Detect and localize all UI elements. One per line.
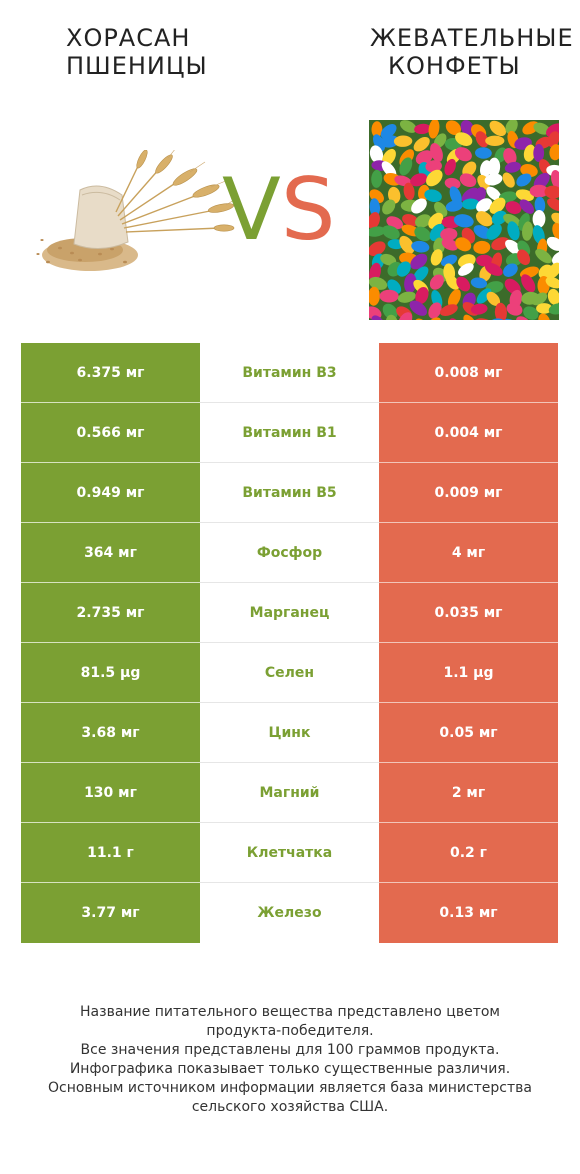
footnote-line-3: Все значения представлены для 100 граммо… xyxy=(80,1042,500,1058)
table-row: 6.375 мг Витамин B3 0.008 мг xyxy=(21,343,558,403)
footnote-line-4: Инфографика показывает только существенн… xyxy=(69,1061,511,1077)
left-value: 3.68 мг xyxy=(21,703,200,763)
table-row: 0.566 мг Витамин B1 0.004 мг xyxy=(21,403,558,463)
footnote-line-1: Название питательного вещества представл… xyxy=(80,1004,500,1020)
right-value: 0.008 мг xyxy=(379,343,558,403)
left-value: 11.1 г xyxy=(21,823,200,883)
footnote-line-2: продукта-победителя. xyxy=(206,1023,374,1039)
table-row: 11.1 г Клетчатка 0.2 г xyxy=(21,823,558,883)
table-row: 3.77 мг Железо 0.13 мг xyxy=(21,883,558,943)
table-row: 364 мг Фосфор 4 мг xyxy=(21,523,558,583)
vs-v: V xyxy=(222,160,281,260)
right-value: 0.004 мг xyxy=(379,403,558,463)
left-value: 130 мг xyxy=(21,763,200,823)
nutrient-name: Фосфор xyxy=(200,523,379,583)
vs-label: VS xyxy=(222,160,358,260)
left-title-line-1: ХОРАСАН xyxy=(66,24,191,52)
nutrient-name: Селен xyxy=(200,643,379,703)
right-product-title: ЖЕВАТЕЛЬНЫЕ КОНФЕТЫ xyxy=(370,24,580,80)
right-title-line-1: ЖЕВАТЕЛЬНЫЕ xyxy=(370,24,574,52)
table-row: 3.68 мг Цинк 0.05 мг xyxy=(21,703,558,763)
right-title-line-2: КОНФЕТЫ xyxy=(388,52,521,80)
left-value: 81.5 µg xyxy=(21,643,200,703)
nutrient-name: Железо xyxy=(200,883,379,943)
right-value: 0.009 мг xyxy=(379,463,558,523)
right-value: 0.035 мг xyxy=(379,583,558,643)
right-value: 0.13 мг xyxy=(379,883,558,943)
right-value: 2 мг xyxy=(379,763,558,823)
nutrient-name: Витамин B5 xyxy=(200,463,379,523)
right-value: 1.1 µg xyxy=(379,643,558,703)
left-value: 364 мг xyxy=(21,523,200,583)
left-value: 2.735 мг xyxy=(21,583,200,643)
nutrient-name: Витамин B1 xyxy=(200,403,379,463)
nutrient-name: Марганец xyxy=(200,583,379,643)
left-product-title: ХОРАСАН ПШЕНИЦЫ xyxy=(66,24,266,80)
right-value: 4 мг xyxy=(379,523,558,583)
wheat-image xyxy=(36,150,235,271)
right-value: 0.05 мг xyxy=(379,703,558,763)
table-row: 81.5 µg Селен 1.1 µg xyxy=(21,643,558,703)
footnote-line-5: Основным источником информации является … xyxy=(48,1080,532,1096)
comparison-table: 6.375 мг Витамин B3 0.008 мг 0.566 мг Витами… xyxy=(21,343,558,943)
jelly-beans-image xyxy=(369,120,559,320)
table-row: 2.735 мг Марганец 0.035 мг xyxy=(21,583,558,643)
nutrient-name: Магний xyxy=(200,763,379,823)
vs-s: S xyxy=(280,160,336,260)
left-title-line-2: ПШЕНИЦЫ xyxy=(66,52,208,80)
left-value: 6.375 мг xyxy=(21,343,200,403)
footnote: Название питательного вещества представл… xyxy=(20,1003,560,1117)
nutrient-name: Клетчатка xyxy=(200,823,379,883)
left-value: 0.949 мг xyxy=(21,463,200,523)
table-row: 0.949 мг Витамин B5 0.009 мг xyxy=(21,463,558,523)
nutrient-name: Витамин B3 xyxy=(200,343,379,403)
nutrient-name: Цинк xyxy=(200,703,379,763)
table-row: 130 мг Магний 2 мг xyxy=(21,763,558,823)
footnote-line-6: сельского хозяйства США. xyxy=(191,1099,389,1115)
left-value: 3.77 мг xyxy=(21,883,200,943)
right-value: 0.2 г xyxy=(379,823,558,883)
left-value: 0.566 мг xyxy=(21,403,200,463)
